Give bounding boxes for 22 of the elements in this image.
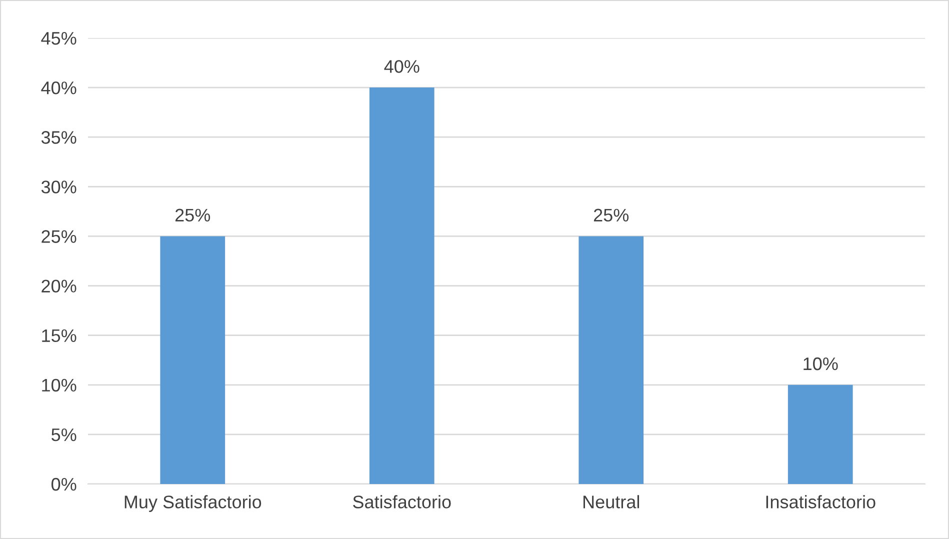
y-tick-label: 5% [52, 428, 76, 442]
y-tick-label: 40% [41, 81, 76, 94]
y-tick-label: 0% [52, 478, 76, 491]
bar [369, 88, 434, 484]
data-label: 25% [175, 208, 210, 222]
x-tick-label: Insatisfactorio [766, 495, 876, 508]
y-tick-label: 35% [41, 131, 76, 144]
bar [788, 384, 853, 484]
x-tick-label: Neutral [584, 495, 640, 508]
data-label: 10% [804, 357, 838, 370]
y-tick-label: 45% [41, 32, 76, 45]
y-tick-label: 15% [42, 329, 76, 342]
y-tick-label: 30% [41, 180, 76, 194]
x-tick-label: Muy Satisfactorio [124, 495, 262, 512]
y-tick-label: 10% [42, 378, 76, 392]
bar [160, 236, 226, 484]
y-tick-label: 20% [42, 280, 76, 292]
data-label: 25% [594, 208, 629, 222]
x-tick-label: Satisfactorio [353, 495, 451, 508]
data-label: 40% [384, 60, 420, 73]
y-tick-label: 25% [42, 230, 76, 243]
bar [578, 236, 644, 484]
